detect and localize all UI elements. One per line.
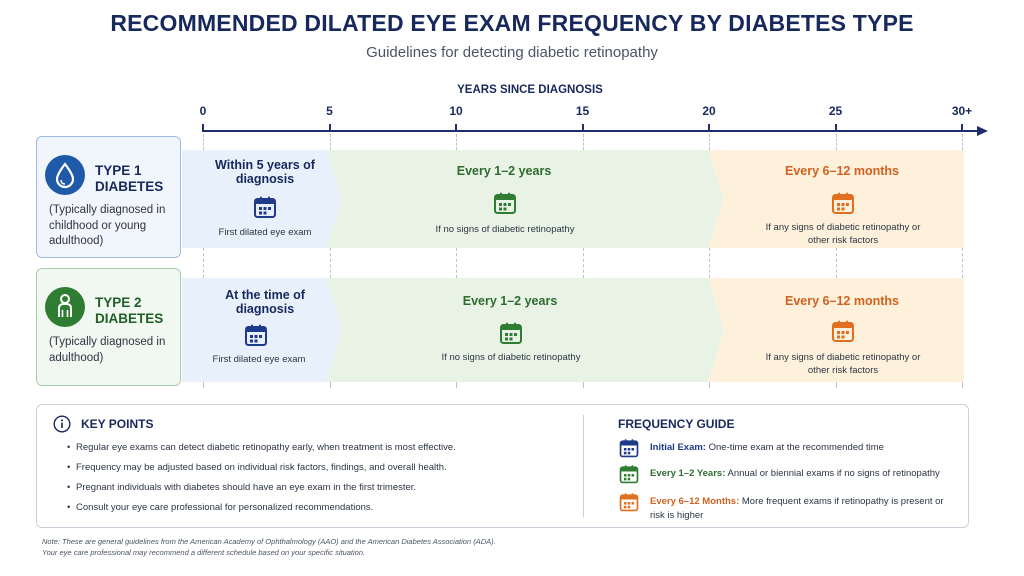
guide-line	[709, 134, 710, 150]
tick-mark	[328, 124, 331, 132]
frequency-guide-text: More frequent exams if retinopathy is pr…	[650, 496, 944, 521]
guide-line	[329, 382, 331, 388]
tick-mark	[581, 124, 584, 132]
guide-line	[835, 248, 837, 278]
type2-initial-note: First dilated eye exam	[212, 354, 306, 365]
type1-initial-note: First dilated eye exam	[218, 227, 312, 238]
type1-frequent-note: If any signs of diabetic retinopathy or …	[765, 222, 921, 246]
type2-annual-note: If no signs of diabetic retinopathy	[441, 352, 581, 363]
water-drop-icon	[45, 155, 85, 195]
frequency-guide-label: Every 1–2 Years:	[650, 468, 726, 479]
calendar-icon	[830, 318, 856, 344]
frequency-guide-text: Annual or biennial exams if no signs of …	[727, 468, 940, 479]
footnote-line: Your eye care professional may recommend…	[42, 548, 366, 557]
guide-line	[203, 134, 204, 150]
page-subtitle: Guidelines for detecting diabetic retino…	[366, 44, 658, 61]
timeline-arrow-icon	[977, 126, 988, 136]
guide-line	[456, 134, 457, 150]
guide-line	[582, 382, 584, 388]
type2-frequent-note: If any signs of diabetic retinopathy or …	[765, 352, 921, 376]
type2-name: TYPE 2 DIABETES	[95, 295, 164, 326]
guide-line	[835, 134, 837, 150]
info-icon	[53, 415, 71, 433]
calendar-icon	[830, 190, 856, 216]
tick-mark	[708, 124, 710, 132]
calendar-icon	[252, 194, 278, 220]
tick-label: 0	[199, 104, 207, 118]
page-title: RECOMMENDED DILATED EYE EXAM FREQUENCY B…	[110, 10, 914, 36]
key-point-item: Consult your eye care professional for p…	[67, 498, 587, 518]
guide-line	[962, 248, 963, 278]
tick-label: 15	[575, 104, 590, 118]
type1-annual-note: If no signs of diabetic retinopathy	[435, 224, 575, 235]
tick-label: 25	[828, 104, 843, 118]
guide-line	[456, 382, 457, 388]
calendar-icon	[618, 491, 640, 513]
band-type2-frequent	[708, 278, 964, 382]
timeline-axis-label: YEARS SINCE DIAGNOSIS	[457, 84, 603, 96]
frequency-guide-text: One-time exam at the recommended time	[708, 442, 884, 453]
type2-initial-title: At the time of diagnosis	[225, 288, 305, 316]
band-type1-annual	[326, 150, 724, 248]
panel-divider	[583, 415, 584, 517]
frequency-guide-label: Initial Exam:	[650, 442, 706, 453]
guide-line	[456, 248, 457, 278]
key-point-item: Pregnant individuals with diabetes shoul…	[67, 478, 587, 498]
guide-line	[709, 382, 710, 388]
calendar-icon	[492, 190, 518, 216]
type2-card: TYPE 2 DIABETES (Typically diagnosed in a…	[36, 268, 181, 386]
tick-mark	[961, 124, 963, 132]
tick-label: 20	[702, 104, 716, 118]
type2-description: (Typically diagnosed in adulthood)	[49, 336, 166, 364]
calendar-icon	[618, 463, 640, 485]
type2-frequent-title: Every 6–12 months	[785, 294, 899, 308]
tick-label: 10	[449, 104, 463, 118]
type2-annual-title: Every 1–2 years	[462, 294, 558, 308]
tick-label: 30+	[951, 104, 973, 118]
guide-line	[582, 134, 584, 150]
guide-line	[582, 248, 584, 278]
footnote: Note: These are general guidelines from …	[42, 536, 842, 558]
timeline-axis-line	[203, 130, 979, 132]
guide-line	[835, 382, 837, 388]
guide-line	[962, 382, 963, 388]
guide-line	[329, 134, 331, 150]
band-type2-annual	[326, 278, 724, 382]
calendar-icon	[243, 322, 269, 348]
guide-line	[203, 248, 204, 278]
key-points-list: Regular eye exams can detect diabetic re…	[67, 438, 587, 518]
tick-mark	[455, 124, 457, 132]
footnote-line: Note: These are general guidelines from …	[42, 537, 496, 546]
guide-line	[203, 382, 204, 388]
info-panel: KEY POINTS Regular eye exams can detect …	[36, 404, 969, 528]
calendar-icon	[618, 437, 640, 459]
tick-label: 5	[326, 104, 333, 118]
key-points-title: KEY POINTS	[81, 417, 154, 431]
type1-name: TYPE 1 DIABETES	[95, 163, 164, 194]
guide-line	[709, 248, 710, 278]
person-icon	[45, 287, 85, 327]
guide-line	[329, 248, 331, 278]
tick-mark	[202, 124, 204, 132]
type1-card: TYPE 1 DIABETES (Typically diagnosed in c…	[36, 136, 181, 258]
type1-description: (Typically diagnosed in childhood or you…	[49, 204, 166, 247]
type1-initial-title: Within 5 years of diagnosis	[215, 158, 315, 186]
frequency-guide-title: FREQUENCY GUIDE	[618, 417, 735, 431]
frequency-guide-label: Every 6–12 Months:	[650, 496, 740, 507]
tick-mark	[834, 124, 837, 132]
key-point-item: Frequency may be adjusted based on indiv…	[67, 458, 587, 478]
type1-annual-title: Every 1–2 years	[456, 164, 552, 178]
guide-line	[962, 134, 963, 150]
type1-frequent-title: Every 6–12 months	[785, 164, 899, 178]
calendar-icon	[498, 320, 524, 346]
key-point-item: Regular eye exams can detect diabetic re…	[67, 438, 587, 458]
